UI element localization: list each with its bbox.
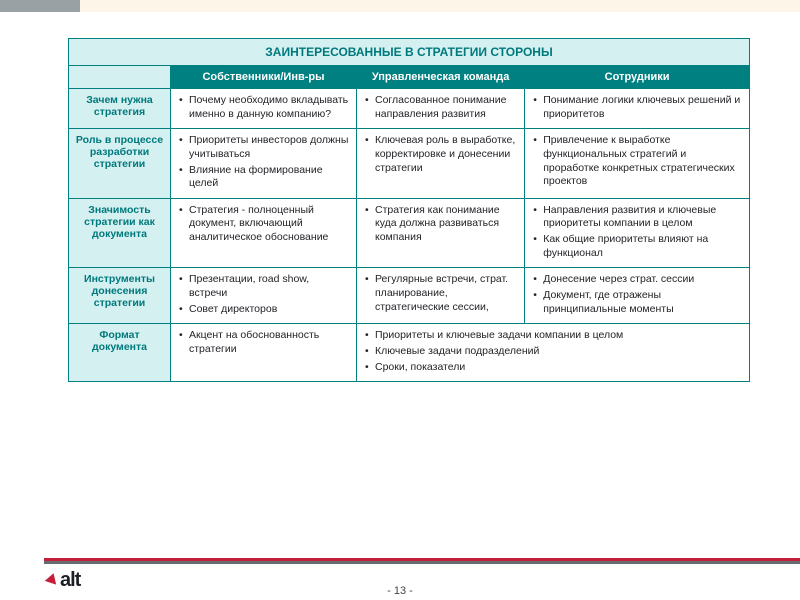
col-header-employees: Сотрудники [525,66,750,89]
table-row: Зачем нужна стратегия Почему необходимо … [69,89,750,129]
table-row: Формат документа Акцент на обоснованност… [69,324,750,382]
cell-role-emp: Привлечение к выработке функциональных с… [525,129,750,199]
row-header-format: Формат документа [69,324,171,382]
row-header-why: Зачем нужна стратегия [69,89,171,129]
content-area: ЗАИНТЕРЕСОВАННЫЕ В СТРАТЕГИИ СТОРОНЫ Соб… [0,20,800,390]
cell-why-owners: Почему необходимо вкладывать именно в да… [171,89,357,129]
table-subheader-row: Собственники/Инв-ры Управленческая коман… [69,66,750,89]
cell-doc-mgmt: Стратегия как понимание куда должна разв… [357,198,525,268]
header-blank [69,66,171,89]
row-header-role: Роль в процессе разработки стратегии [69,129,171,199]
col-header-management: Управленческая команда [357,66,525,89]
logo-text: alt [60,569,80,591]
header-light-segment [80,0,800,12]
table-row: Инструменты донесения стратегии Презента… [69,268,750,324]
header-dark-segment [0,0,80,12]
logo: alt [60,569,80,592]
col-header-owners: Собственники/Инв-ры [171,66,357,89]
row-header-doc: Значимость стратегии как документа [69,198,171,268]
table-title-row: ЗАИНТЕРЕСОВАННЫЕ В СТРАТЕГИИ СТОРОНЫ [69,39,750,66]
cell-format-merged: Приоритеты и ключевые задачи компании в … [357,324,750,382]
cell-role-mgmt: Ключевая роль в выработке, корректировке… [357,129,525,199]
cell-role-owners: Приоритеты инвесторов должны учитываться… [171,129,357,199]
row-header-tools: Инструменты донесения стратегии [69,268,171,324]
stakeholders-table: ЗАИНТЕРЕСОВАННЫЕ В СТРАТЕГИИ СТОРОНЫ Соб… [68,38,750,382]
cell-doc-owners: Стратегия - полноценный документ, включа… [171,198,357,268]
cell-doc-emp: Направления развития и ключевые приорите… [525,198,750,268]
header-decoration [0,0,800,12]
footer-grey-line [44,561,800,564]
table-row: Роль в процессе разработки стратегии При… [69,129,750,199]
table-title: ЗАИНТЕРЕСОВАННЫЕ В СТРАТЕГИИ СТОРОНЫ [69,39,750,66]
cell-format-owners: Акцент на обоснованность стратегии [171,324,357,382]
cell-why-emp: Понимание логики ключевых решений и прио… [525,89,750,129]
cell-why-mgmt: Согласованное понимание направления разв… [357,89,525,129]
cell-tools-owners: Презентации, road show, встречиСовет дир… [171,268,357,324]
logo-arrow-icon [45,571,60,584]
page-number: - 13 - [387,585,413,597]
table-row: Значимость стратегии как документа Страт… [69,198,750,268]
cell-tools-mgmt: Регулярные встречи, страт. планирование,… [357,268,525,324]
footer: alt - 13 - [0,558,800,600]
cell-tools-emp: Донесение через страт. сессииДокумент, г… [525,268,750,324]
